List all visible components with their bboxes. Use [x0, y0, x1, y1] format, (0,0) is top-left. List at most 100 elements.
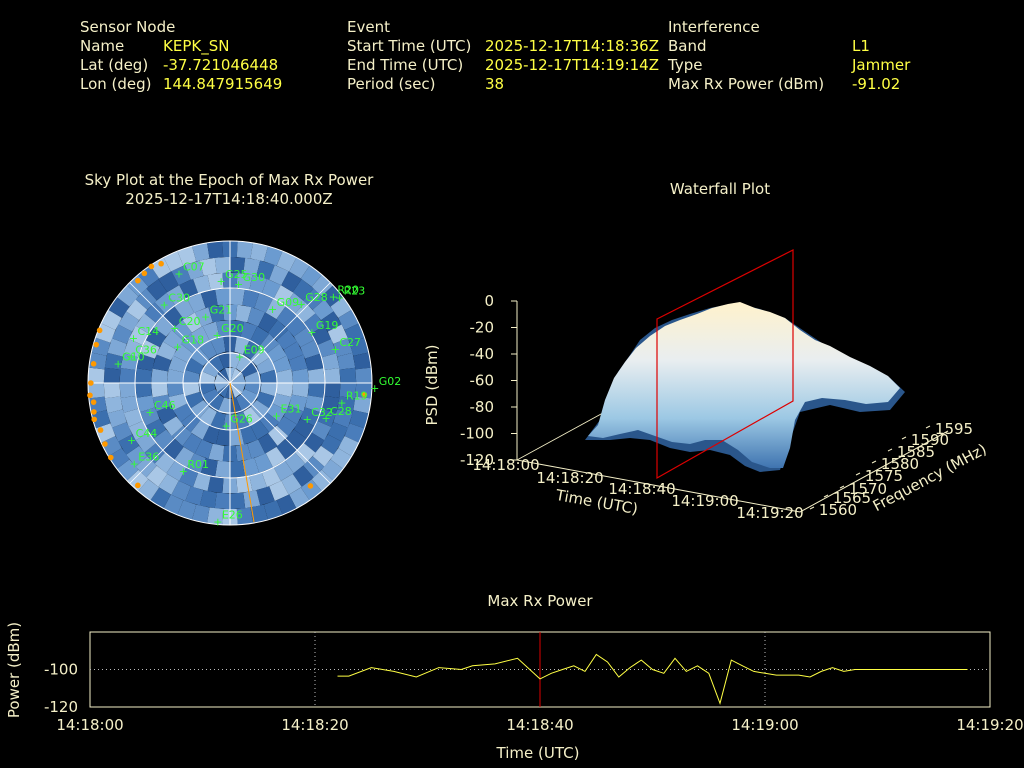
satellite-label: R01 — [187, 458, 209, 471]
sky-power-cell — [327, 324, 349, 344]
sky-power-cell — [281, 271, 302, 293]
satellite-marker: +C44 — [127, 427, 157, 447]
sky-power-cell — [91, 410, 111, 429]
sky-power-cell — [261, 467, 281, 488]
sky-power-cell — [156, 405, 177, 425]
satellite-cross: + — [216, 275, 225, 288]
sky-power-cell — [151, 383, 168, 398]
sky-power-cell — [276, 438, 297, 460]
satellite-cross: + — [272, 410, 281, 423]
sky-power-cell — [119, 383, 137, 399]
sky-power-cell — [126, 445, 148, 467]
wf-freq-tick-label: 1595 — [935, 420, 973, 438]
satellite-marker: +G28 — [297, 291, 328, 311]
sky-power-cell — [139, 407, 160, 426]
sky-power-cell — [265, 446, 286, 468]
sky-power-cell — [214, 383, 230, 393]
wf-freq-tick-label: 1590 — [911, 431, 949, 449]
satellite-label: G30 — [243, 271, 266, 284]
sky-power-cell — [153, 316, 175, 337]
sky-power-cell — [162, 416, 184, 437]
satellite-label: G25 — [225, 268, 248, 281]
sensor-name-label: Name — [80, 37, 125, 55]
sky-power-cell — [187, 453, 206, 474]
wf-freq-tick — [839, 485, 845, 489]
sky-power-cell — [311, 469, 334, 492]
sky-power-cell — [192, 242, 210, 262]
sky-power-cell — [263, 500, 283, 520]
sky-power-cell — [202, 425, 220, 445]
sky-power-cell — [230, 351, 243, 369]
satellite-marker: +C28 — [321, 405, 351, 425]
sky-marker — [93, 341, 100, 348]
satellite-marker: +E26 — [213, 509, 243, 529]
sky-power-cell — [236, 241, 253, 259]
satellite-marker: +G02 — [370, 375, 401, 395]
sky-power-cell — [177, 246, 197, 266]
sky-power-cell — [303, 432, 325, 453]
wf-z-tick-label: 0 — [484, 292, 494, 310]
sky-power-cell — [307, 368, 325, 383]
sky-power-cell — [135, 313, 157, 334]
sky-plot: +G25+G30+C07+G09+G20+R20+R23+G28+C20 +G21… — [87, 240, 401, 529]
sky-power-cell — [207, 507, 224, 525]
sky-power-cell — [118, 311, 140, 332]
wf-time-tick-label: 14:18:40 — [608, 480, 675, 498]
sky-power-cell — [269, 264, 289, 286]
sky-power-cell — [267, 343, 287, 363]
sky-power-cell — [254, 292, 273, 313]
satellite-label: C30 — [168, 292, 190, 305]
satellite-label: R20 — [337, 283, 359, 296]
sky-power-cell — [355, 367, 372, 383]
wf-freq-tick — [871, 460, 877, 464]
sky-power-cell — [247, 307, 266, 327]
sky-power-cell — [168, 355, 188, 373]
sky-power-cell — [339, 383, 357, 399]
sky-power-cell — [267, 403, 287, 423]
sky-power-cell — [339, 367, 357, 383]
sky-power-cell — [179, 467, 199, 488]
sky-power-cell — [292, 368, 309, 383]
sky-power-cell — [166, 383, 184, 398]
sky-power-cell — [285, 316, 307, 337]
sky-power-cell — [256, 260, 275, 280]
satellite-marker: +C14 — [129, 325, 159, 345]
sky-power-cell — [323, 383, 341, 399]
sky-power-cell — [273, 460, 294, 482]
sky-power-cell — [151, 368, 168, 383]
sky-power-cell — [276, 306, 297, 328]
sky-power-cell — [240, 425, 258, 445]
satellite-cross: + — [268, 303, 277, 316]
sky-marker — [148, 263, 155, 270]
wf-time-tick-label: 14:19:20 — [736, 504, 803, 522]
sky-power-cell — [337, 396, 356, 414]
satellite-marker: +G09 — [268, 296, 299, 316]
sky-marker — [91, 409, 97, 415]
satellite-cross: + — [335, 291, 344, 304]
sky-power-cell — [192, 504, 210, 524]
sky-power-cell — [135, 368, 153, 383]
satellite-label: C14 — [137, 325, 159, 338]
sky-power-cell — [250, 504, 268, 524]
sky-power-cell — [135, 432, 157, 453]
sky-jammer-bearing — [229, 382, 255, 523]
sky-power-cell — [215, 319, 230, 337]
satellite-label: E26 — [222, 509, 243, 522]
sky-power-cell — [150, 257, 171, 279]
sky-power-cell — [207, 241, 224, 259]
satellite-cross: + — [303, 413, 312, 426]
power-x-tick-label: 14:19:00 — [731, 716, 798, 734]
sky-power-cell — [173, 403, 193, 423]
sky-power-cell — [353, 352, 372, 370]
sky-power-cell — [182, 312, 202, 333]
sky-power-cell — [146, 465, 168, 487]
satellite-label: C36 — [135, 344, 157, 357]
sky-power-cell — [182, 383, 200, 397]
satellite-marker: +C07 — [174, 261, 204, 281]
satellite-cross: + — [321, 412, 330, 425]
satellite-label: C28 — [330, 405, 352, 418]
sky-power-cell — [166, 284, 187, 306]
power-series-line — [337, 653, 968, 705]
sky-power-cell — [293, 418, 315, 439]
sky-power-cell — [152, 354, 172, 372]
